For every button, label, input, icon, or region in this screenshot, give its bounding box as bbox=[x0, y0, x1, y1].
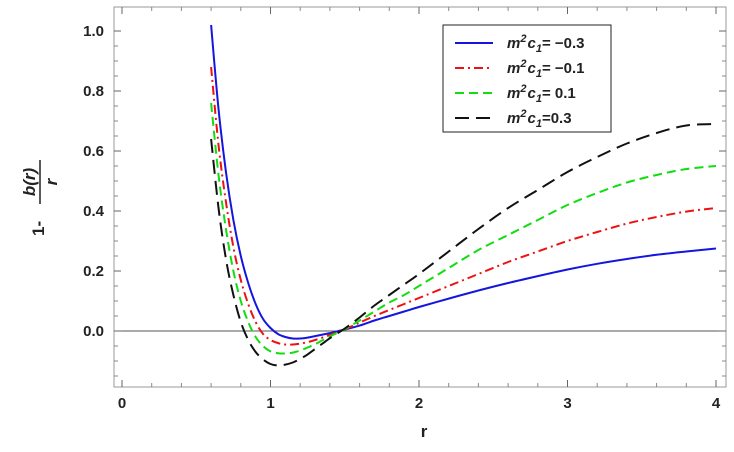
y-tick-label: 0.4 bbox=[83, 203, 105, 220]
x-tick-label: 3 bbox=[563, 395, 571, 412]
y-axis-label: 1- b(r) r bbox=[20, 160, 61, 236]
legend-items: m2c1= −0.3 m2c1= −0.1 m2c1= 0.1 m2c1=0.3 bbox=[455, 33, 584, 130]
axis-ticks bbox=[114, 7, 726, 387]
x-tick-label: 4 bbox=[712, 395, 721, 412]
y-tick-label: 1.0 bbox=[83, 23, 104, 40]
y-label-denominator: r bbox=[42, 177, 61, 185]
legend-label-3: m2c1= 0.1 bbox=[507, 83, 576, 105]
y-label-lead: 1- bbox=[29, 221, 48, 236]
y-tick-label: 0.2 bbox=[83, 263, 104, 280]
x-axis-label: r bbox=[421, 422, 428, 441]
legend-label-4: m2c1=0.3 bbox=[507, 108, 572, 130]
legend-label-1: m2c1= −0.3 bbox=[507, 33, 584, 55]
series-layer bbox=[210, 24, 717, 367]
tick-labels: 0 1 2 3 4 0.0 0.2 0.4 0.6 0.8 1.0 bbox=[83, 23, 721, 412]
y-tick-label: 0.6 bbox=[83, 143, 104, 160]
plot-frame bbox=[113, 6, 727, 388]
x-tick-label: 1 bbox=[266, 395, 274, 412]
legend-label-2: m2c1= −0.1 bbox=[507, 58, 584, 80]
legend: m2c1= −0.3 m2c1= −0.1 m2c1= 0.1 m2c1=0.3 bbox=[442, 24, 612, 133]
series-line-4 bbox=[210, 123, 717, 367]
y-tick-label: 0.0 bbox=[83, 323, 104, 340]
series-line-3 bbox=[210, 102, 717, 355]
y-label-numerator: b(r) bbox=[20, 168, 39, 197]
x-tick-label: 0 bbox=[118, 395, 126, 412]
x-tick-label: 2 bbox=[415, 395, 423, 412]
series-line-1 bbox=[210, 24, 717, 340]
y-tick-label: 0.8 bbox=[83, 83, 104, 100]
